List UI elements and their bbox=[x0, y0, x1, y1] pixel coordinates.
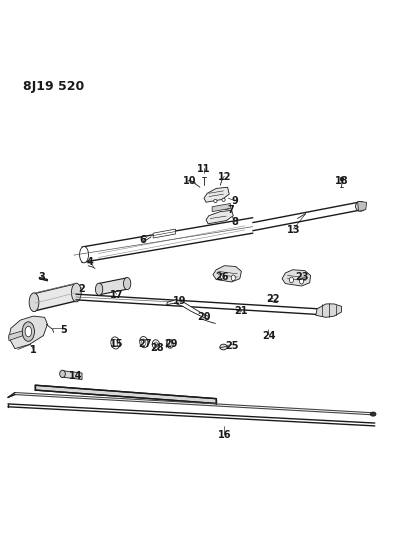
Ellipse shape bbox=[166, 340, 173, 348]
Text: 11: 11 bbox=[197, 164, 211, 174]
Text: 2: 2 bbox=[79, 284, 85, 294]
Text: 9: 9 bbox=[231, 197, 238, 206]
Ellipse shape bbox=[289, 277, 293, 283]
Ellipse shape bbox=[299, 278, 304, 284]
Ellipse shape bbox=[25, 326, 31, 337]
Ellipse shape bbox=[220, 273, 224, 279]
Text: 23: 23 bbox=[295, 272, 308, 281]
Text: 13: 13 bbox=[287, 225, 300, 235]
Ellipse shape bbox=[95, 283, 103, 295]
Text: 14: 14 bbox=[69, 372, 83, 381]
Text: 20: 20 bbox=[197, 312, 211, 322]
Polygon shape bbox=[153, 229, 175, 238]
Ellipse shape bbox=[22, 322, 34, 341]
Text: 10: 10 bbox=[183, 176, 197, 186]
Ellipse shape bbox=[142, 339, 146, 345]
Text: 26: 26 bbox=[215, 272, 229, 281]
Ellipse shape bbox=[355, 201, 366, 211]
Text: 17: 17 bbox=[110, 290, 123, 300]
Polygon shape bbox=[98, 278, 127, 295]
Text: 19: 19 bbox=[173, 296, 186, 306]
Text: 18: 18 bbox=[335, 176, 349, 186]
Text: 12: 12 bbox=[217, 172, 231, 182]
Polygon shape bbox=[166, 300, 208, 319]
Text: 7: 7 bbox=[227, 205, 234, 215]
Polygon shape bbox=[204, 187, 229, 202]
Text: 27: 27 bbox=[138, 339, 152, 349]
Ellipse shape bbox=[340, 177, 344, 181]
Ellipse shape bbox=[111, 337, 120, 349]
Polygon shape bbox=[213, 265, 242, 282]
Ellipse shape bbox=[124, 278, 131, 289]
Text: 28: 28 bbox=[151, 343, 164, 353]
Polygon shape bbox=[9, 331, 23, 341]
Ellipse shape bbox=[71, 283, 81, 302]
Polygon shape bbox=[212, 204, 231, 212]
Ellipse shape bbox=[214, 199, 217, 203]
Text: 8: 8 bbox=[231, 217, 238, 227]
Ellipse shape bbox=[231, 275, 235, 281]
Ellipse shape bbox=[140, 336, 148, 348]
Polygon shape bbox=[62, 370, 82, 379]
Polygon shape bbox=[206, 211, 233, 224]
Text: 8J19 520: 8J19 520 bbox=[23, 80, 84, 93]
Ellipse shape bbox=[222, 198, 225, 201]
Ellipse shape bbox=[154, 342, 158, 347]
Ellipse shape bbox=[152, 340, 160, 350]
Polygon shape bbox=[35, 385, 216, 403]
Text: 5: 5 bbox=[60, 325, 67, 335]
Ellipse shape bbox=[370, 412, 376, 416]
Ellipse shape bbox=[60, 370, 65, 377]
Text: 16: 16 bbox=[217, 430, 231, 440]
Ellipse shape bbox=[220, 344, 227, 350]
Polygon shape bbox=[316, 304, 341, 317]
Polygon shape bbox=[33, 284, 76, 311]
Polygon shape bbox=[358, 201, 367, 211]
Ellipse shape bbox=[113, 340, 118, 346]
Ellipse shape bbox=[80, 247, 89, 263]
Text: 4: 4 bbox=[87, 257, 93, 268]
Text: 3: 3 bbox=[38, 272, 45, 281]
Text: 22: 22 bbox=[266, 294, 280, 304]
Text: 6: 6 bbox=[140, 235, 146, 245]
Polygon shape bbox=[9, 316, 47, 349]
Text: 15: 15 bbox=[110, 339, 123, 349]
Text: 21: 21 bbox=[234, 306, 247, 316]
Polygon shape bbox=[282, 270, 310, 286]
Text: 1: 1 bbox=[30, 345, 37, 355]
Text: 25: 25 bbox=[226, 341, 239, 351]
Text: 24: 24 bbox=[262, 330, 276, 341]
Ellipse shape bbox=[29, 293, 39, 312]
Text: 29: 29 bbox=[165, 339, 178, 349]
